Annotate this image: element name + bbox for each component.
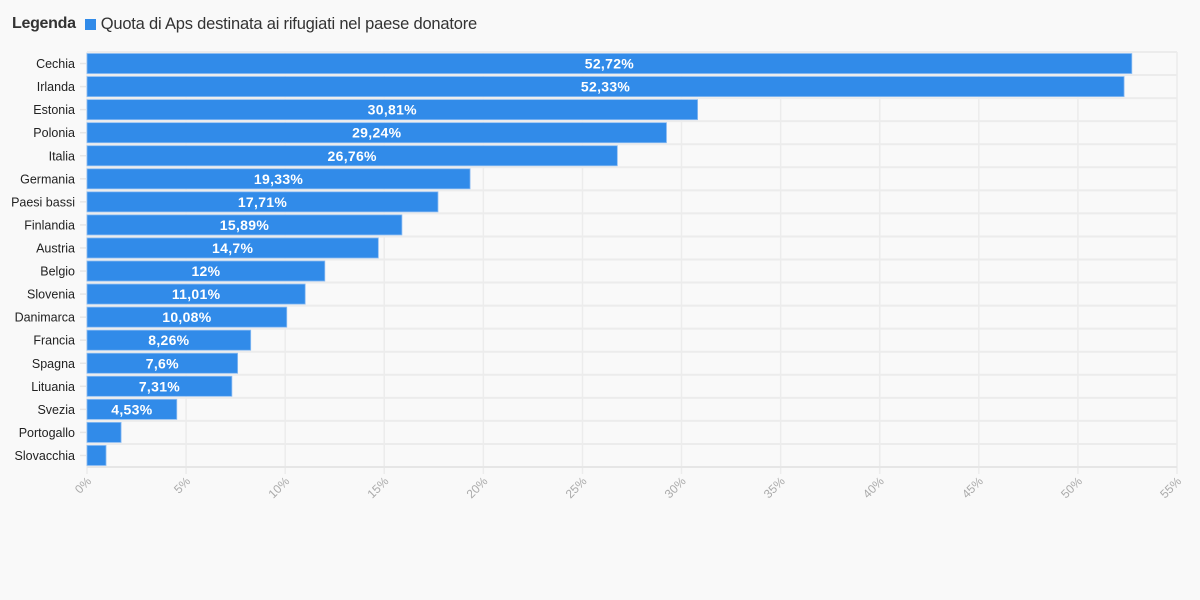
data-label: 8,26% (148, 332, 189, 348)
data-label: 29,24% (352, 125, 402, 141)
data-label: 14,7% (212, 240, 253, 256)
x-tick-label: 15% (365, 474, 392, 501)
x-tick-label: 45% (959, 474, 986, 501)
category-label: Slovenia (27, 288, 75, 302)
category-label: Francia (33, 334, 75, 348)
category-label: Irlanda (37, 80, 75, 94)
category-label: Portogallo (19, 426, 75, 440)
data-label: 11,01% (172, 286, 221, 302)
x-tick-label: 35% (761, 474, 788, 501)
data-label: 19,33% (254, 171, 304, 187)
category-label: Estonia (33, 103, 75, 117)
x-tick-label: 30% (662, 474, 689, 501)
category-label: Danimarca (15, 311, 75, 325)
category-label: Svezia (37, 403, 75, 417)
category-label: Italia (49, 149, 75, 163)
data-label: 52,72% (585, 56, 635, 72)
x-tick-label: 55% (1157, 474, 1184, 501)
data-label: 7,31% (139, 378, 180, 394)
data-label: 17,71% (238, 194, 288, 210)
category-label: Polonia (33, 126, 75, 140)
data-label: 10,08% (162, 309, 212, 325)
x-axis-ticks: 0% 5% 10% 15% 20% 25% 30% 35% 40% 45% 50% 55% (72, 474, 1184, 501)
x-tick-label: 20% (464, 474, 491, 501)
x-tick-label: 40% (860, 474, 887, 501)
data-label: 7,6% (146, 355, 179, 371)
category-label: Lituania (31, 380, 75, 394)
category-label: Slovacchia (15, 449, 75, 463)
data-label: 15,89% (220, 217, 270, 233)
bar (87, 422, 121, 442)
x-tick-label: 5% (171, 474, 193, 496)
category-label: Spagna (32, 357, 75, 371)
data-label: 30,81% (368, 102, 418, 118)
x-tick-label: 50% (1058, 474, 1085, 501)
category-label: Paesi bassi (11, 195, 75, 209)
data-label: 4,53% (111, 401, 152, 417)
x-tick-label: 25% (563, 474, 590, 501)
bar (87, 445, 106, 465)
x-tick-label: 10% (265, 474, 292, 501)
category-label: Belgio (40, 265, 75, 279)
category-labels: Cechia Irlanda Estonia Polonia Italia Germani… (11, 57, 75, 463)
category-label: Germania (20, 172, 75, 186)
category-label: Austria (36, 241, 75, 255)
data-label: 12% (191, 263, 220, 279)
x-tick-label: 0% (72, 474, 94, 496)
data-label: 52,33% (581, 79, 631, 95)
category-label: Cechia (36, 57, 75, 71)
data-label: 26,76% (328, 148, 378, 164)
category-label: Finlandia (24, 218, 75, 232)
